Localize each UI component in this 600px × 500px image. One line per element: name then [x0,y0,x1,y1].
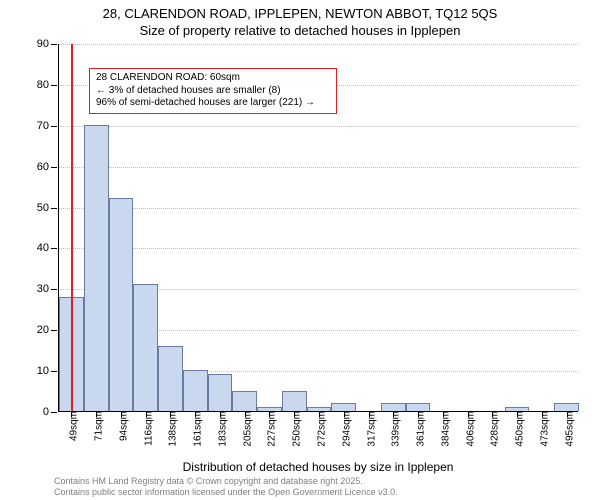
x-axis-label: Distribution of detached houses by size … [183,460,454,474]
plot-area: 010203040506070809049sqm71sqm94sqm116sqm… [58,44,578,412]
y-tick-label: 10 [37,365,59,377]
x-tick-label: 317sqm [360,411,377,447]
x-tick-label: 339sqm [385,411,402,447]
x-tick-label: 294sqm [335,411,352,447]
x-tick-label: 450sqm [509,411,526,447]
histogram-bar [158,346,183,411]
x-tick-label: 183sqm [211,411,228,447]
histogram-bar [183,370,208,411]
callout-line: ← 3% of detached houses are smaller (8) [96,85,330,98]
histogram-bar [208,374,233,411]
gridline [59,208,578,209]
y-tick-label: 50 [37,202,59,214]
x-tick-label: 272sqm [311,411,328,447]
histogram-bar [381,403,406,411]
histogram-bar [331,403,356,411]
y-tick-label: 40 [37,242,59,254]
x-tick-label: 205sqm [236,411,253,447]
x-tick-label: 406sqm [459,411,476,447]
x-tick-label: 227sqm [261,411,278,447]
x-tick-label: 116sqm [137,411,154,446]
histogram-bar [554,403,579,411]
y-tick-label: 70 [37,120,59,132]
x-tick-label: 49sqm [63,411,80,441]
histogram-bar [109,198,134,411]
gridline [59,248,578,249]
histogram-bar [84,125,109,411]
x-tick-label: 428sqm [484,411,501,447]
gridline [59,167,578,168]
callout-line: 28 CLARENDON ROAD: 60sqm [96,72,330,85]
chart-container: 28, CLARENDON ROAD, IPPLEPEN, NEWTON ABB… [0,0,600,500]
x-tick-label: 94sqm [112,411,129,441]
footer-attribution: Contains HM Land Registry data © Crown c… [54,476,398,498]
y-tick-label: 0 [43,406,59,418]
footer-line-2: Contains public sector information licen… [54,487,398,498]
histogram-bar [133,284,158,411]
reference-marker-line [71,44,73,411]
y-tick-label: 90 [37,38,59,50]
x-tick-label: 495sqm [558,411,575,447]
x-tick-label: 361sqm [410,411,427,447]
y-tick-label: 20 [37,324,59,336]
y-tick-label: 80 [37,79,59,91]
histogram-bar [406,403,431,411]
y-tick-label: 30 [37,283,59,295]
footer-line-1: Contains HM Land Registry data © Crown c… [54,476,398,487]
callout-line: 96% of semi-detached houses are larger (… [96,97,330,110]
y-tick-label: 60 [37,161,59,173]
x-tick-label: 71sqm [88,411,105,441]
x-tick-label: 473sqm [533,411,550,447]
callout-box: 28 CLARENDON ROAD: 60sqm← 3% of detached… [89,68,337,114]
title-line-1: 28, CLARENDON ROAD, IPPLEPEN, NEWTON ABB… [0,6,600,23]
x-tick-label: 138sqm [162,411,179,447]
title-line-2: Size of property relative to detached ho… [0,23,600,40]
chart-titles: 28, CLARENDON ROAD, IPPLEPEN, NEWTON ABB… [0,0,600,44]
gridline [59,44,578,45]
x-tick-label: 384sqm [434,411,451,447]
x-tick-label: 250sqm [286,411,303,447]
gridline [59,126,578,127]
plot-wrap: Number of detached properties 0102030405… [58,44,578,412]
histogram-bar [232,391,257,411]
histogram-bar [282,391,307,411]
x-tick-label: 161sqm [187,411,204,447]
